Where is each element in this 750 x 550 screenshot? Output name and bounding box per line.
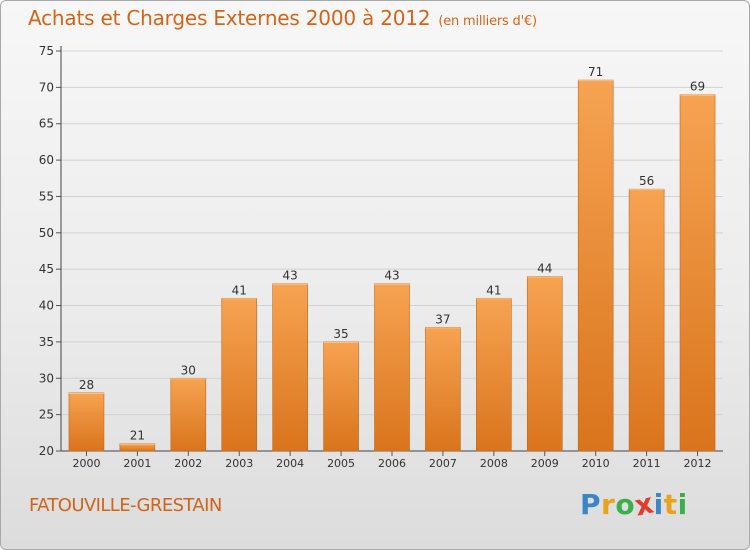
x-tick-label-2002: 2002 (174, 457, 202, 470)
data-label-2012: 69 (690, 80, 705, 94)
y-tick-label: 30 (39, 371, 54, 385)
y-tick-label: 35 (39, 335, 54, 349)
y-tick-label: 70 (39, 80, 54, 94)
bar-2004 (272, 283, 308, 452)
y-tick-label: 40 (39, 299, 54, 313)
data-label-2008: 41 (486, 283, 501, 297)
chart-unit: (en milliers d'€) (438, 14, 537, 29)
data-label-2005: 35 (333, 327, 348, 341)
data-label-2006: 43 (384, 269, 399, 283)
y-tick-label: 65 (39, 117, 54, 131)
y-tick-label: 75 (39, 44, 54, 58)
bar-2010 (577, 79, 614, 452)
data-label-2009: 44 (537, 261, 552, 275)
x-tick-label-2007: 2007 (429, 457, 457, 470)
location-name: FATOUVILLE-GRESTAIN (29, 495, 222, 516)
y-tick-label: 45 (39, 262, 54, 276)
logo-letter: P (580, 488, 602, 521)
x-tick-label-2010: 2010 (582, 457, 610, 470)
x-tick-label-2001: 2001 (123, 457, 151, 470)
x-tick-label-2005: 2005 (327, 457, 355, 470)
bar-2001 (119, 443, 156, 452)
bar-2005 (323, 341, 359, 452)
x-tick-label-2008: 2008 (480, 457, 508, 470)
x-tick-label-2012: 2012 (684, 457, 712, 470)
proxiti-logo[interactable]: Proxiti (580, 486, 688, 522)
x-tick-label-2011: 2011 (633, 457, 661, 470)
chart-title-text: Achats et Charges Externes 2000 à 2012 (28, 6, 431, 30)
y-tick-label: 50 (39, 226, 54, 240)
bar-2012 (679, 94, 716, 452)
bar-2000 (68, 392, 105, 452)
x-tick-label-2003: 2003 (225, 457, 253, 470)
data-label-2004: 43 (283, 269, 298, 283)
logo-letter: o (615, 488, 636, 521)
data-label-2003: 41 (232, 283, 247, 297)
bars (68, 79, 716, 452)
bar-2009 (526, 276, 563, 452)
y-tick-label: 55 (39, 189, 54, 203)
x-tick-label-2006: 2006 (378, 457, 406, 470)
bar-2003 (221, 297, 258, 452)
data-label-2001: 21 (130, 429, 145, 443)
bar-2011 (628, 188, 665, 452)
logo-letter: i (653, 488, 664, 521)
bar-2008 (476, 297, 512, 452)
data-label-2010: 71 (588, 65, 603, 79)
data-label-2011: 56 (639, 174, 654, 188)
chart-title: Achats et Charges Externes 2000 à 2012 (e… (28, 6, 537, 30)
data-labels: 28 21 30 41 43 35 43 37 41 44 71 56 69 (79, 65, 705, 443)
logo-letter: r (601, 488, 616, 521)
x-tick-label-2000: 2000 (72, 457, 100, 470)
bar-2002 (170, 377, 207, 452)
bar-2006 (374, 283, 410, 452)
data-label-2000: 28 (79, 378, 94, 392)
bar-2007 (425, 327, 461, 452)
y-tick-label: 60 (39, 153, 54, 167)
logo-letter: t (663, 488, 678, 521)
x-tick-label-2004: 2004 (276, 457, 304, 470)
logo-letter: i (677, 488, 688, 521)
y-tick-label: 25 (39, 408, 54, 422)
data-label-2007: 37 (435, 312, 450, 326)
data-label-2002: 30 (181, 363, 196, 377)
x-tick-label-2009: 2009 (531, 457, 559, 470)
y-tick-label: 20 (39, 444, 54, 458)
